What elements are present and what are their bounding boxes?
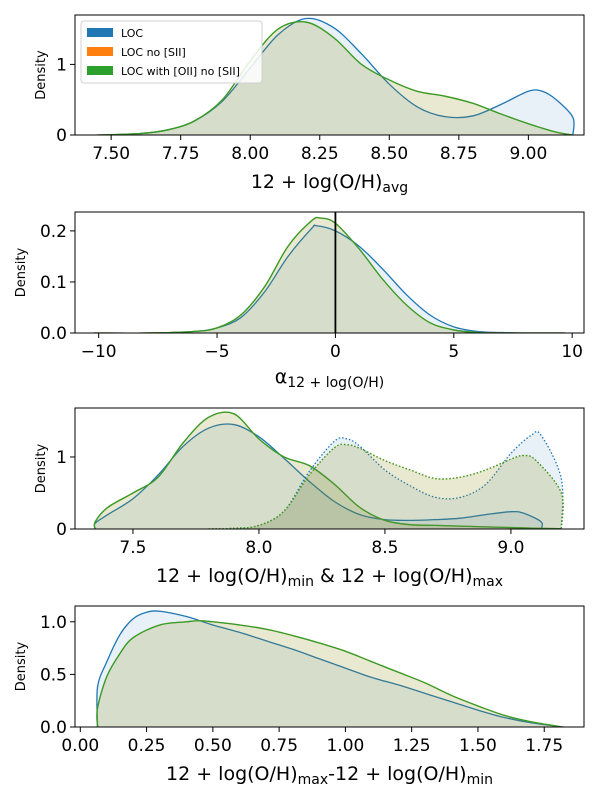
y-tick-label: 0.2 [40,222,67,242]
y-tick-label: 0.1 [40,273,67,293]
x-tick-label: 7.5 [119,538,146,558]
x-axis-label: 12 + log(O/H)avg [251,171,408,196]
legend-swatch [87,66,113,75]
series-line-loc-with-oii-no-sii- [96,620,566,727]
chart-panel-4: 0.00 0.25 0.50 0.75 1.00 1.25 1.50 1.75 0.0 0.5 1.… [14,605,585,788]
legend: LOC LOC no [SII] LOC with [OII] no [SII] [80,20,263,84]
x-tick-label: 8.0 [245,538,272,558]
axes-frame [74,14,585,136]
x-axis-label: 12 + log(O/H)min & 12 + log(O/H)max [156,565,503,590]
legend-box [80,20,263,84]
chart-panel-3: 7.5 8.0 8.5 9.0 0 1 Density 12 + log(O/H)min & … [34,407,585,590]
axes-frame [74,211,585,334]
x-tick-label: 0 [330,342,341,362]
y-tick-label: 0.5 [40,665,67,685]
chart-panel-2: −10 −5 0 5 10 0.0 0.1 0.2 Density α12 + log(O/H) [14,211,585,391]
y-tick-label: 1.0 [40,613,67,633]
plot-area [97,17,575,135]
series-fill-loc [96,610,563,727]
x-tick-label: 8.50 [370,144,408,164]
series-fill-loc-max [208,431,563,529]
y-tick-label: 1 [56,55,67,75]
x-tick-label: 0.00 [61,736,99,756]
y-tick-label: 0.0 [40,718,67,738]
plot-area [93,216,566,333]
series-fill-loc-no-sii- [96,620,563,727]
x-tick-label: −5 [205,342,230,362]
y-axis-label: Density [34,50,49,100]
x-tick-label: 1.75 [525,736,563,756]
y-tick-label: 0.0 [40,324,67,344]
plot-area [93,411,564,529]
series-fill-loc-with-oii-no-sii- [93,217,566,333]
y-tick-label: 1 [56,448,67,468]
x-tick-label: 7.75 [162,144,200,164]
x-tick-label: 1.25 [393,736,431,756]
axes-frame [74,605,585,728]
series-fill-loc-with-oii-no-sii-max [208,444,564,529]
x-tick-label: 1.00 [326,736,364,756]
x-tick-label: 1.50 [459,736,497,756]
series-fill-loc-with-oii-no-sii-min [94,412,561,529]
series-line-loc [96,610,566,727]
y-tick-label: 0 [56,520,67,540]
x-tick-label: −10 [81,342,117,362]
plot-area [96,610,566,727]
series-line-loc-min [93,423,544,529]
x-tick-label: 7.50 [92,144,130,164]
x-tick-label: 0.25 [128,736,166,756]
legend-label: LOC no [SII] [121,46,186,59]
legend-swatch [87,47,113,56]
y-axis-label: Density [14,247,29,297]
x-tick-label: 8.00 [231,144,269,164]
legend-label: LOC with [OII] no [SII] [121,65,240,78]
x-axis-label: 12 + log(O/H)max-12 + log(O/H)min [166,763,493,788]
x-tick-label: 0.50 [194,736,232,756]
x-tick-label: 8.25 [301,144,339,164]
x-tick-label: 10 [561,342,583,362]
x-tick-label: 9.00 [509,144,547,164]
x-tick-label: 8.75 [440,144,478,164]
series-line-loc-with-oii-no-sii-min [93,411,562,529]
series-fill-loc-with-oii-no-sii- [96,620,563,727]
y-axis-label: Density [14,641,29,691]
x-tick-label: 5 [448,342,459,362]
series-fill-loc-no-sii-max [208,444,564,529]
x-tick-label: 8.5 [371,538,398,558]
series-fill-loc [93,224,566,333]
x-axis-label: α12 + log(O/H) [275,366,385,391]
legend-swatch [87,28,113,37]
series-fill-loc-min [94,424,543,529]
y-axis-label: Density [34,443,49,493]
y-tick-label: 0 [56,126,67,146]
series-fill-loc-no-sii-min [94,412,561,529]
x-tick-label: 0.75 [260,736,298,756]
legend-label: LOC [121,27,143,40]
axes-frame [74,407,585,530]
series-line-loc-with-oii-no-sii-max [208,443,564,529]
series-line-loc-with-oii-no-sii- [97,21,573,135]
chart-panel-1: 7.50 7.75 8.00 8.25 8.50 8.75 9.00 0 1 Density 12 … [34,14,585,196]
series-fill-loc [97,18,575,135]
series-fill-loc-no-sii- [93,217,566,333]
x-tick-label: 9.0 [497,538,524,558]
